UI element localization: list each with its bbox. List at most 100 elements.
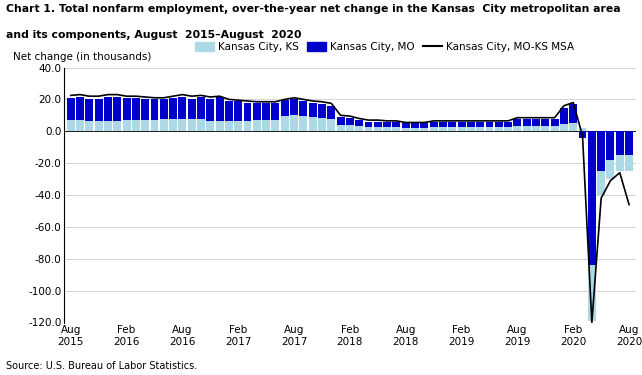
Bar	[206, 121, 214, 131]
Bar	[421, 123, 428, 128]
Bar	[439, 122, 447, 127]
Bar	[281, 100, 289, 116]
Bar	[541, 126, 550, 131]
Text: and its components, August  2015–August  2020: and its components, August 2015–August 2…	[6, 30, 302, 40]
Bar	[578, 128, 587, 131]
Bar	[504, 127, 512, 131]
Bar	[597, 171, 605, 195]
Bar	[123, 98, 130, 120]
Bar	[206, 99, 214, 121]
Bar	[299, 101, 308, 116]
Bar	[421, 128, 428, 131]
Bar	[607, 160, 614, 179]
Bar	[160, 99, 168, 118]
Bar	[448, 127, 456, 131]
Bar	[299, 116, 308, 131]
Bar	[588, 131, 596, 265]
Bar	[76, 120, 84, 131]
Bar	[485, 127, 494, 131]
Bar	[76, 97, 84, 120]
Bar	[532, 126, 540, 131]
Bar	[178, 118, 186, 131]
Text: Net change (in thousands): Net change (in thousands)	[13, 53, 151, 62]
Bar	[365, 122, 372, 127]
Bar	[85, 99, 93, 121]
Bar	[123, 120, 130, 131]
Bar	[560, 124, 568, 131]
Bar	[439, 127, 447, 131]
Bar	[495, 127, 503, 131]
Bar	[625, 155, 633, 171]
Bar	[458, 122, 465, 127]
Bar	[234, 101, 242, 121]
Bar	[355, 126, 363, 131]
Bar	[169, 118, 177, 131]
Bar	[272, 120, 279, 131]
Bar	[318, 104, 326, 118]
Bar	[551, 126, 559, 131]
Bar	[346, 118, 354, 125]
Bar	[336, 125, 345, 131]
Bar	[588, 265, 596, 321]
Bar	[309, 103, 317, 117]
Bar	[392, 123, 401, 127]
Bar	[318, 118, 326, 131]
Bar	[290, 99, 298, 114]
Bar	[327, 118, 335, 131]
Bar	[374, 127, 382, 131]
Bar	[104, 121, 112, 131]
Bar	[541, 119, 550, 126]
Text: Source: U.S. Bureau of Labor Statistics.: Source: U.S. Bureau of Labor Statistics.	[6, 361, 198, 371]
Bar	[85, 121, 93, 131]
Bar	[476, 127, 484, 131]
Bar	[485, 122, 494, 127]
Bar	[616, 155, 624, 171]
Bar	[514, 119, 521, 126]
Bar	[560, 108, 568, 124]
Bar	[132, 120, 140, 131]
Bar	[150, 99, 159, 120]
Bar	[141, 120, 149, 131]
Bar	[383, 122, 391, 127]
Bar	[597, 131, 605, 171]
Bar	[411, 123, 419, 128]
Bar	[336, 117, 345, 125]
Bar	[607, 131, 614, 160]
Bar	[495, 122, 503, 127]
Bar	[262, 120, 270, 131]
Bar	[281, 116, 289, 131]
Bar	[504, 122, 512, 127]
Bar	[197, 119, 205, 131]
Text: Chart 1. Total nonfarm employment, over-the-year net change in the Kansas  City : Chart 1. Total nonfarm employment, over-…	[6, 4, 621, 14]
Bar	[243, 121, 252, 131]
Bar	[578, 131, 587, 138]
Bar	[113, 97, 121, 121]
Bar	[346, 125, 354, 131]
Bar	[253, 104, 261, 120]
Bar	[383, 127, 391, 131]
Bar	[569, 104, 577, 123]
Bar	[365, 127, 372, 131]
Bar	[467, 122, 475, 127]
Bar	[523, 119, 531, 126]
Bar	[141, 99, 149, 120]
Bar	[290, 114, 298, 131]
Bar	[402, 128, 410, 131]
Bar	[355, 120, 363, 126]
Bar	[197, 97, 205, 119]
Bar	[476, 122, 484, 127]
Bar	[272, 104, 279, 120]
Bar	[94, 121, 103, 131]
Bar	[160, 118, 168, 131]
Bar	[374, 122, 382, 127]
Bar	[392, 127, 401, 131]
Bar	[67, 120, 74, 131]
Bar	[187, 119, 196, 131]
Bar	[132, 98, 140, 120]
Bar	[551, 119, 559, 126]
Bar	[178, 97, 186, 118]
Bar	[429, 127, 438, 131]
Bar	[262, 104, 270, 120]
Bar	[253, 120, 261, 131]
Legend: Kansas City, KS, Kansas City, MO, Kansas City, MO-KS MSA: Kansas City, KS, Kansas City, MO, Kansas…	[195, 42, 574, 52]
